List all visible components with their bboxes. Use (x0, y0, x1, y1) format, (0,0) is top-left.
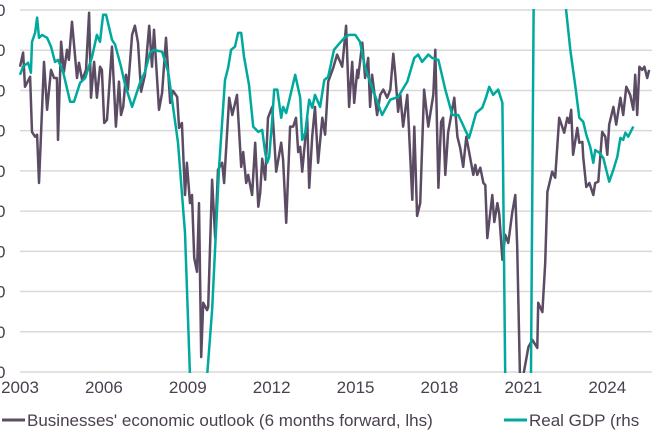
x-tick-label: 2021 (504, 378, 542, 397)
x-axis-tick-labels: 2003 2006 2009 2012 2015 2018 2021 2024 (1, 378, 626, 397)
x-tick-label: 2015 (337, 378, 375, 397)
y-tick-label: 0 (0, 202, 5, 221)
x-tick-label: 2006 (85, 378, 123, 397)
series-line-real-gdp (18, 9, 635, 373)
x-tick-label: 2018 (421, 378, 459, 397)
legend: Businesses' economic outlook (6 months f… (2, 411, 639, 430)
x-tick-label: 2012 (253, 378, 291, 397)
y-tick-label: 0 (0, 162, 5, 181)
gridlines (20, 9, 652, 373)
x-tick-label: 2024 (588, 378, 626, 397)
series-lines (18, 9, 651, 373)
y-tick-label: 0 (0, 323, 5, 342)
series-line-business-outlook (18, 11, 651, 373)
legend-label-gdp: Real GDP (rhs (529, 411, 639, 430)
y-tick-label: 0 (0, 242, 5, 261)
y-axis-tick-labels: 0 0 0 0 0 0 0 0 0 0 (0, 1, 5, 382)
y-tick-label: 0 (0, 363, 5, 382)
y-tick-label: 0 (0, 81, 5, 100)
y-tick-label: 0 (0, 122, 5, 141)
y-tick-label: 0 (0, 1, 5, 20)
legend-label-outlook: Businesses' economic outlook (6 months f… (27, 411, 433, 430)
y-tick-label: 0 (0, 283, 5, 302)
x-tick-label: 2009 (169, 378, 207, 397)
x-tick-label: 2003 (1, 378, 39, 397)
y-tick-label: 0 (0, 41, 5, 60)
